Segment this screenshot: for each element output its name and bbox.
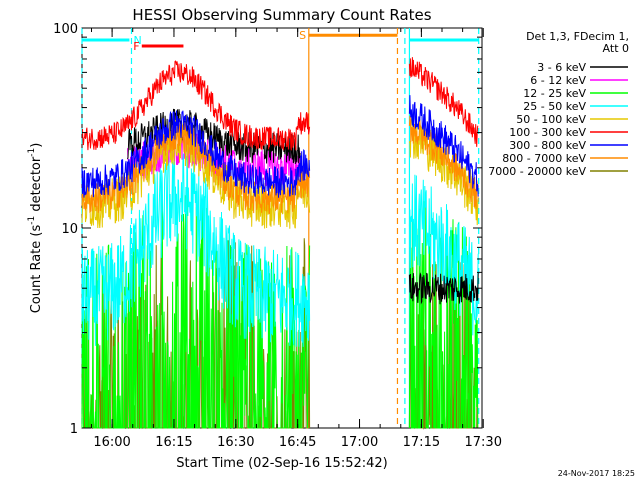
flag-label: S bbox=[299, 29, 306, 42]
date-stamp: 24-Nov-2017 18:25 bbox=[558, 469, 635, 478]
legend-label: 100 - 300 keV bbox=[509, 126, 586, 139]
legend-label: 50 - 100 keV bbox=[516, 113, 586, 126]
x-tick-label: 17:30 bbox=[465, 435, 502, 450]
legend-label: 800 - 7000 keV bbox=[502, 152, 586, 165]
x-axis-ticks: 16:00 16:15 16:30 16:45 17:00 17:15 17:30 bbox=[90, 28, 502, 450]
series-line-4 bbox=[408, 118, 479, 226]
x-tick-label: 17:15 bbox=[403, 435, 440, 450]
series-line-3 bbox=[408, 174, 479, 336]
plot-area: NF S 1 10 100 16:00 16:15 16:30 16:45 17:00 17:1… bbox=[53, 22, 502, 450]
y-tick-label: 10 bbox=[61, 222, 78, 237]
series-line-2 bbox=[408, 195, 479, 429]
series-line-0 bbox=[408, 272, 479, 305]
series-line-0 bbox=[127, 108, 301, 165]
flag-label: N bbox=[134, 34, 142, 47]
legend-label: 3 - 6 keV bbox=[537, 61, 586, 74]
legend-label: 300 - 800 keV bbox=[509, 139, 586, 152]
y-tick-label: 100 bbox=[53, 22, 78, 37]
flag-label: F bbox=[133, 40, 139, 53]
series-line-3 bbox=[81, 153, 311, 347]
legend-label: 6 - 12 keV bbox=[530, 74, 586, 87]
series-line-5 bbox=[81, 60, 311, 151]
data-series bbox=[81, 57, 479, 430]
legend-label: 12 - 25 keV bbox=[523, 87, 586, 100]
chart-title: HESSI Observing Summary Count Rates bbox=[132, 6, 431, 24]
x-tick-label: 17:00 bbox=[341, 435, 378, 450]
series-line-5 bbox=[408, 57, 479, 147]
y-label-sup-2: -1 bbox=[27, 148, 37, 157]
y-axis-ticks: 1 10 100 bbox=[53, 22, 482, 437]
flag-bars: NF S bbox=[82, 29, 479, 53]
y-label-part-1: Count Rate (s bbox=[29, 225, 44, 314]
legend-header-line-1: Det 1,3, FDecim 1, bbox=[526, 30, 629, 43]
y-label-part-3: ) bbox=[29, 143, 44, 148]
x-tick-label: 16:15 bbox=[155, 435, 192, 450]
y-axis-label: Count Rate (s-1 detector-1) bbox=[27, 143, 44, 314]
legend-label: 7000 - 20000 keV bbox=[488, 165, 586, 178]
series-line-6 bbox=[81, 110, 311, 198]
x-tick-label: 16:30 bbox=[217, 435, 254, 450]
x-tick-label: 16:00 bbox=[93, 435, 130, 450]
y-label-sup-1: -1 bbox=[27, 216, 37, 225]
y-label-part-2: detector bbox=[29, 156, 44, 216]
x-tick-label: 16:45 bbox=[279, 435, 316, 450]
x-axis-label: Start Time (02-Sep-16 15:52:42) bbox=[176, 456, 387, 471]
legend-label: 25 - 50 keV bbox=[523, 100, 586, 113]
legend-header-line-2: Att 0 bbox=[603, 42, 629, 55]
y-tick-label: 1 bbox=[70, 422, 78, 437]
series-line-6 bbox=[408, 95, 479, 197]
